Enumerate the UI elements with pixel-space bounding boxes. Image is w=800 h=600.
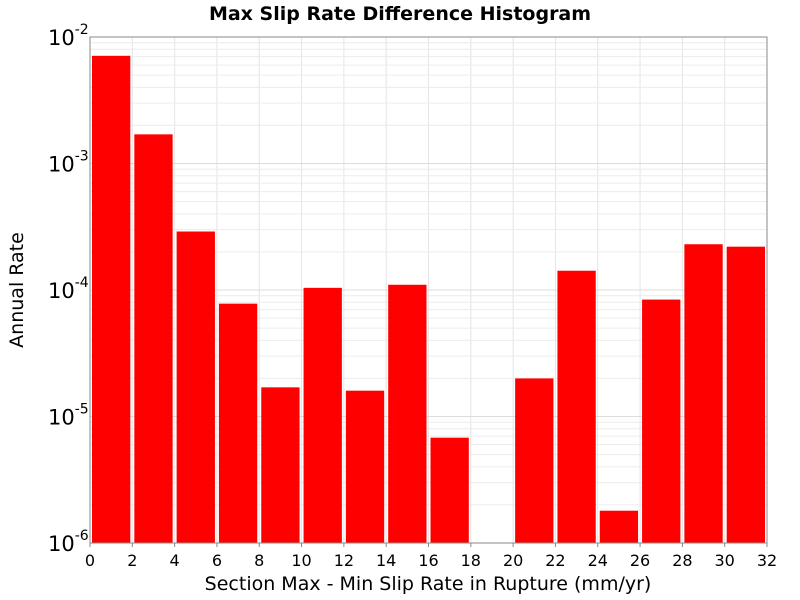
- x-tick-label: 22: [545, 551, 565, 570]
- bar: [599, 510, 639, 543]
- x-tick-label: 26: [630, 551, 650, 570]
- bar: [388, 284, 427, 543]
- bar: [642, 299, 681, 543]
- x-tick-label: 18: [461, 551, 481, 570]
- x-tick-label: 8: [254, 551, 264, 570]
- bar: [515, 378, 554, 543]
- bar: [345, 390, 385, 543]
- bar: [430, 437, 469, 543]
- x-tick-label: 14: [376, 551, 396, 570]
- x-tick-label: 0: [85, 551, 95, 570]
- x-tick-label: 32: [757, 551, 777, 570]
- chart-title: Max Slip Rate Difference Histogram: [209, 3, 591, 25]
- bar: [726, 246, 765, 543]
- bar: [684, 244, 723, 543]
- x-tick-label: 6: [212, 551, 222, 570]
- bar: [92, 55, 131, 543]
- bar: [557, 270, 596, 543]
- y-axis-label: Annual Rate: [6, 232, 28, 348]
- x-tick-label: 2: [127, 551, 137, 570]
- x-tick-label: 10: [291, 551, 311, 570]
- y-tick-label: 10-5: [48, 402, 89, 430]
- y-tick-label: 10-4: [48, 275, 89, 303]
- y-axis-ticks: 10-6 10-5 10-4 10-3 10-2: [48, 22, 89, 556]
- x-tick-label: 30: [715, 551, 735, 570]
- x-tick-label: 24: [588, 551, 608, 570]
- bar: [303, 287, 342, 543]
- bar: [134, 134, 173, 543]
- x-axis-ticks: 0 2 4 6 8 10 12 14 16 18 20 22 24 26 28 30 32: [85, 543, 777, 570]
- y-tick-label: 10-2: [48, 22, 89, 50]
- bar: [261, 387, 300, 543]
- bar: [176, 231, 215, 543]
- y-tick-label: 10-3: [48, 149, 89, 177]
- x-axis-label: Section Max - Min Slip Rate in Rupture (…: [205, 573, 652, 595]
- bar: [218, 303, 258, 543]
- x-tick-label: 20: [503, 551, 523, 570]
- y-tick-label: 10-6: [48, 528, 89, 556]
- x-tick-label: 16: [418, 551, 438, 570]
- x-tick-label: 4: [170, 551, 180, 570]
- x-tick-label: 28: [672, 551, 692, 570]
- bars: [92, 55, 765, 543]
- x-tick-label: 12: [334, 551, 354, 570]
